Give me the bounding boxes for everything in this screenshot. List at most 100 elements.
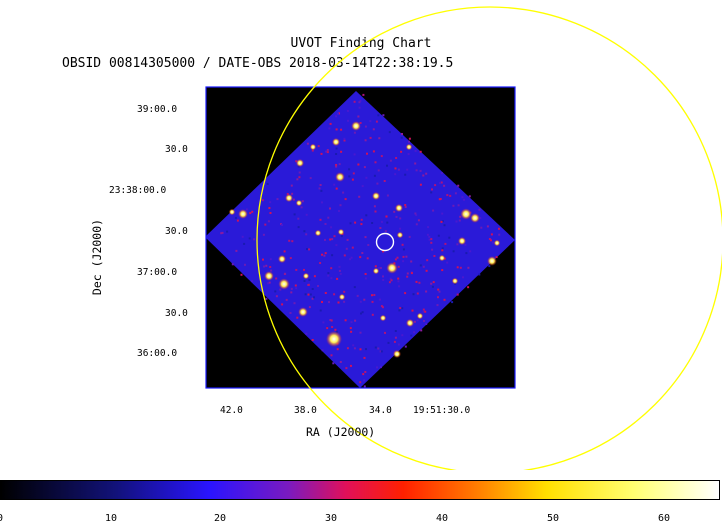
noise-pixel (306, 142, 309, 145)
star-source (332, 138, 340, 146)
noise-pixel (349, 222, 352, 225)
noise-pixel (400, 136, 403, 139)
ra-tick-label: 19:51:30.0 (413, 405, 471, 416)
noise-pixel (393, 340, 396, 343)
noise-pixel (334, 328, 337, 331)
noise-pixel (331, 326, 334, 328)
noise-pixel (397, 168, 400, 171)
noise-pixel (420, 329, 423, 332)
noise-pixel (380, 155, 383, 158)
noise-pixel (270, 269, 273, 272)
noise-pixel (371, 313, 374, 316)
noise-pixel (430, 191, 433, 194)
noise-pixel (333, 183, 336, 186)
noise-pixel (345, 367, 348, 370)
noise-pixel (261, 199, 264, 202)
noise-pixel (329, 122, 332, 125)
noise-pixel (305, 213, 308, 216)
noise-pixel (404, 206, 407, 208)
star-source (386, 262, 398, 274)
noise-pixel (419, 264, 422, 267)
noise-pixel (374, 346, 377, 349)
noise-pixel (430, 238, 433, 241)
noise-pixel (389, 159, 392, 162)
noise-pixel (359, 348, 362, 351)
noise-pixel (235, 249, 238, 252)
noise-pixel (244, 263, 246, 266)
noise-pixel (328, 127, 331, 130)
noise-pixel (441, 247, 444, 250)
noise-pixel (373, 205, 376, 208)
noise-pixel (364, 236, 367, 239)
noise-pixel (361, 311, 364, 314)
noise-pixel (486, 225, 489, 228)
noise-pixel (402, 248, 405, 251)
noise-pixel (343, 300, 346, 303)
noise-pixel (329, 207, 331, 210)
noise-pixel (468, 195, 471, 198)
noise-pixel (339, 272, 342, 275)
noise-pixel (346, 109, 349, 112)
noise-pixel (498, 227, 500, 230)
noise-pixel (432, 281, 435, 284)
noise-pixel (362, 373, 365, 376)
noise-pixel (241, 235, 244, 238)
noise-pixel (319, 262, 322, 264)
noise-pixel (324, 252, 327, 255)
noise-pixel (427, 226, 430, 229)
noise-pixel (348, 175, 351, 178)
noise-pixel (330, 277, 333, 280)
noise-pixel (321, 201, 323, 204)
star-source (309, 143, 317, 151)
noise-pixel (343, 139, 346, 142)
noise-pixel (340, 150, 343, 153)
noise-pixel (354, 221, 357, 224)
noise-pixel (426, 233, 429, 236)
noise-pixel (359, 99, 362, 102)
star-source (326, 331, 342, 347)
noise-pixel (457, 204, 460, 207)
noise-pixel (330, 319, 333, 322)
noise-pixel (349, 327, 352, 330)
noise-pixel (331, 238, 334, 241)
noise-pixel (251, 280, 254, 283)
noise-pixel (338, 163, 341, 166)
noise-pixel (337, 301, 340, 304)
noise-pixel (415, 169, 418, 172)
noise-pixel (431, 248, 434, 251)
noise-pixel (382, 250, 385, 253)
noise-pixel (379, 227, 382, 229)
noise-pixel (308, 278, 311, 281)
noise-pixel (478, 208, 481, 211)
noise-pixel (309, 293, 312, 296)
star-source (406, 319, 414, 327)
noise-pixel (397, 343, 400, 346)
noise-pixel (452, 250, 455, 253)
noise-pixel (364, 277, 367, 280)
noise-pixel (374, 210, 377, 213)
noise-pixel (415, 214, 418, 217)
star-source (285, 194, 293, 202)
noise-pixel (366, 152, 368, 155)
colorbar-tick-label: 0 (0, 513, 3, 524)
noise-pixel (490, 233, 493, 236)
noise-pixel (352, 344, 355, 347)
noise-pixel (397, 265, 400, 268)
noise-pixel (423, 320, 425, 322)
noise-pixel (297, 217, 300, 220)
noise-pixel (373, 294, 376, 296)
noise-pixel (288, 239, 291, 242)
noise-pixel (335, 164, 338, 166)
colorbar-tick-label: 10 (104, 513, 118, 524)
noise-pixel (426, 259, 429, 262)
noise-pixel (281, 224, 283, 226)
noise-pixel (374, 265, 377, 268)
noise-pixel (376, 366, 378, 369)
noise-pixel (275, 277, 278, 280)
noise-pixel (379, 350, 382, 353)
noise-pixel (291, 240, 294, 243)
noise-pixel (295, 287, 298, 290)
noise-pixel (422, 308, 425, 311)
noise-pixel (353, 286, 356, 289)
noise-pixel (356, 294, 359, 297)
